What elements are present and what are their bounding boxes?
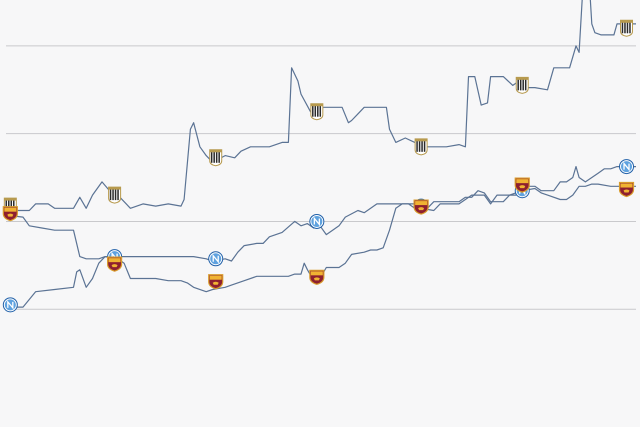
series-lines: [3, 0, 636, 308]
napoli-crest-icon: [2, 297, 18, 313]
roma-crest-icon: [2, 206, 18, 222]
juventus-crest-icon: [310, 103, 324, 121]
gridlines: [6, 45, 636, 310]
roma-crest-icon: [309, 269, 325, 285]
juventus-crest-icon: [209, 149, 223, 167]
napoli-crest-icon: [208, 251, 224, 267]
napoli-crest-icon: [309, 213, 325, 229]
series-line-1: [4, 166, 636, 308]
roma-crest-icon: [618, 181, 635, 198]
series-line-2: [3, 183, 636, 293]
roma-crest-icon: [514, 177, 530, 193]
roma-crest-icon: [106, 256, 123, 272]
roma-crest-icon: [413, 199, 429, 215]
juventus-crest-icon: [620, 19, 634, 37]
series-markers: [2, 19, 635, 313]
series-line-0: [4, 0, 636, 212]
roma-crest-icon: [208, 274, 224, 290]
juventus-crest-icon: [108, 186, 122, 204]
juventus-crest-icon: [515, 76, 529, 94]
napoli-crest-icon: [619, 159, 635, 175]
juventus-crest-icon: [414, 138, 428, 156]
